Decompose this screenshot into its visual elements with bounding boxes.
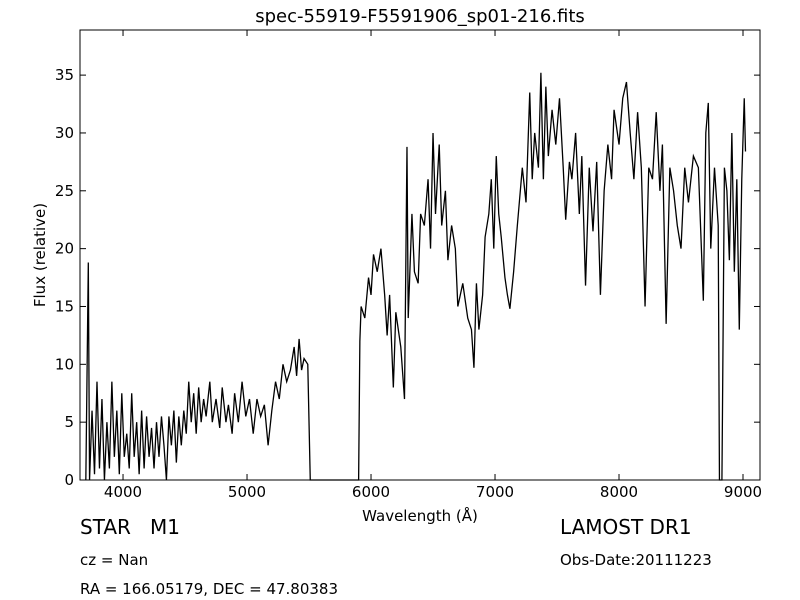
x-tick-label: 4000 (104, 483, 142, 501)
x-tick-label: 9000 (724, 483, 762, 501)
annotation: STAR M1 (80, 515, 180, 539)
y-tick-label: 5 (64, 413, 74, 431)
chart-title: spec-55919-F5591906_sp01-216.fits (255, 6, 585, 27)
annotation: RA = 166.05179, DEC = 47.80383 (80, 580, 338, 598)
annotation: cz = Nan (80, 551, 148, 569)
x-tick-label: 5000 (228, 483, 266, 501)
y-tick-label: 10 (55, 355, 74, 373)
x-tick-label: 6000 (352, 483, 390, 501)
y-tick-label: 35 (55, 66, 74, 84)
annotation: Obs-Date:20111223 (560, 551, 712, 569)
spectrum-line (85, 72, 747, 481)
x-tick-label: 8000 (600, 483, 638, 501)
y-tick-label: 30 (55, 124, 74, 142)
annotation: LAMOST DR1 (560, 515, 692, 539)
plot-frame (79, 29, 761, 481)
x-axis-label: Wavelength (Å) (362, 506, 478, 525)
y-tick-label: 0 (64, 471, 74, 489)
y-axis-label: Flux (relative) (31, 203, 49, 307)
y-tick-label: 25 (55, 182, 74, 200)
y-tick-label: 15 (55, 297, 74, 315)
y-tick-label: 20 (55, 240, 74, 258)
x-tick-label: 7000 (476, 483, 514, 501)
